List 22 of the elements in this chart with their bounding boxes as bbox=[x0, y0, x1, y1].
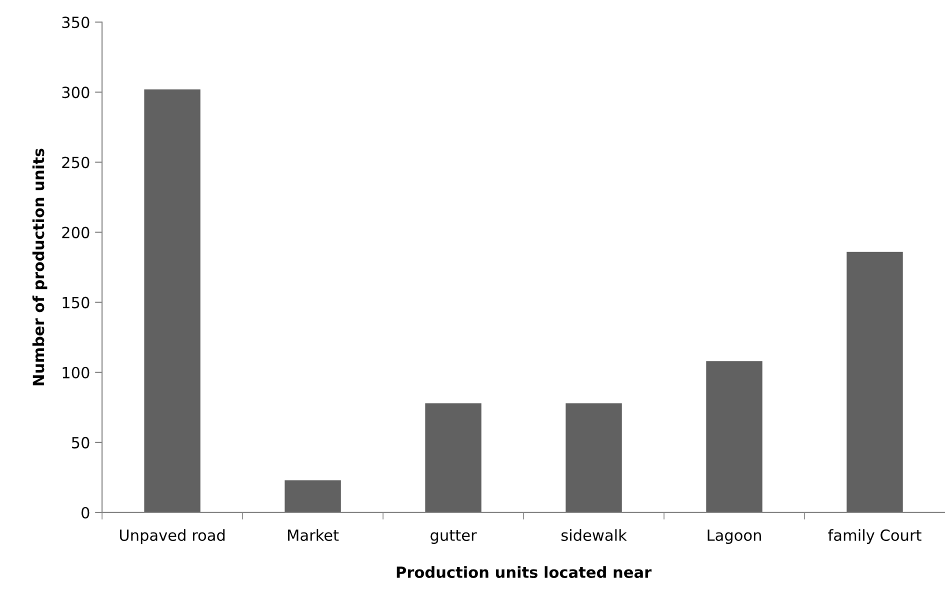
x-tick-label: Unpaved road bbox=[120, 529, 225, 544]
y-tick-label: 50 bbox=[72, 436, 90, 448]
bar bbox=[566, 403, 622, 512]
bar bbox=[425, 403, 482, 512]
y-tick-label: 250 bbox=[62, 156, 90, 168]
x-tick-label: Lagoon bbox=[708, 530, 761, 544]
y-tick-label: 150 bbox=[62, 296, 90, 308]
x-tick-label: gutter bbox=[430, 530, 477, 544]
y-tick-label: 200 bbox=[62, 226, 90, 238]
bar bbox=[706, 361, 762, 512]
y-tick-label: 0 bbox=[82, 506, 90, 519]
y-tick-label: 350 bbox=[62, 16, 90, 28]
bar bbox=[846, 252, 903, 512]
y-axis-title: Number of production units bbox=[32, 148, 48, 386]
bar bbox=[284, 480, 341, 512]
bar bbox=[144, 89, 200, 512]
y-tick-label: 100 bbox=[62, 366, 90, 378]
x-tick-label: family Court bbox=[828, 529, 922, 544]
x-tick-label: sidewalk bbox=[561, 529, 627, 541]
x-tick-label: Market bbox=[288, 529, 339, 541]
y-tick-label: 300 bbox=[62, 86, 90, 98]
x-axis-title: Production units located near bbox=[396, 566, 652, 578]
